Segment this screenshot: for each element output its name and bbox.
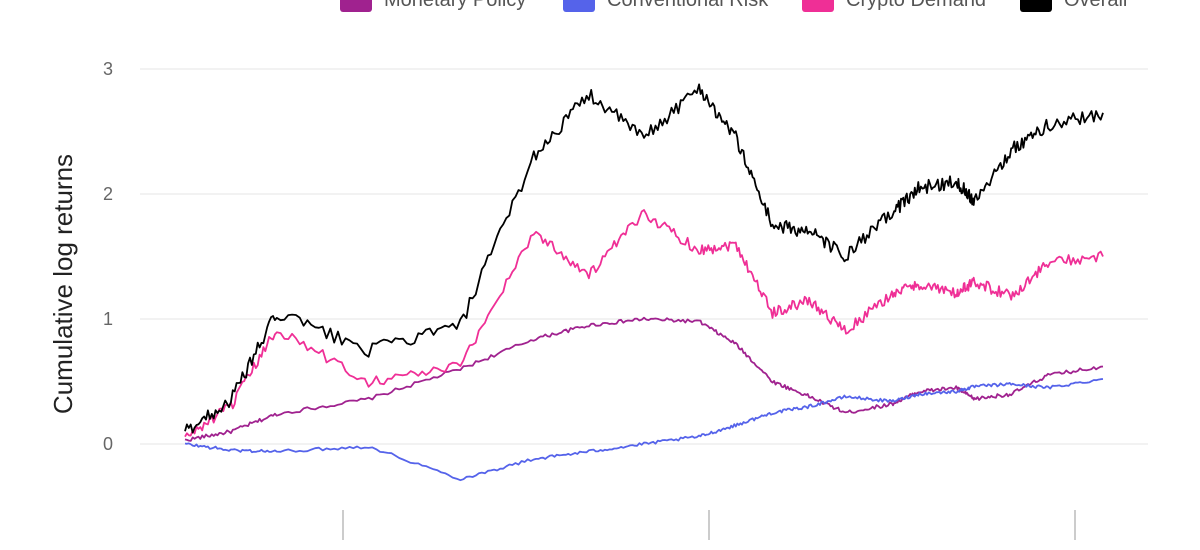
y-tick-label: 0 [103, 434, 113, 454]
gridlines [140, 68, 1148, 445]
legend-swatch [1020, 0, 1052, 12]
y-tick-label: 3 [103, 59, 113, 79]
legend-label: Monetary Policy [384, 0, 526, 11]
legend-label: Crypto Demand [846, 0, 986, 11]
x-axis-ticks [342, 510, 1076, 540]
y-axis-label: Cumulative log returns [48, 154, 78, 414]
legend-swatch [802, 0, 834, 12]
legend-label: Overall [1064, 0, 1127, 11]
series-lines [184, 83, 1104, 482]
series-line-conventional-risk [184, 378, 1104, 482]
legend-swatch [563, 0, 595, 12]
series-line-monetary-policy [184, 316, 1104, 442]
series-line-overall [184, 83, 1104, 434]
legend-label: Conventional Risk [607, 0, 769, 11]
y-tick-label: 2 [103, 184, 113, 204]
y-axis-ticks: 0 1 2 3 [103, 59, 113, 454]
series-line-crypto-demand [184, 209, 1104, 438]
y-tick-label: 1 [103, 309, 113, 329]
legend: Monetary Policy Conventional Risk Crypto D… [340, 0, 1127, 12]
legend-swatch [340, 0, 372, 12]
